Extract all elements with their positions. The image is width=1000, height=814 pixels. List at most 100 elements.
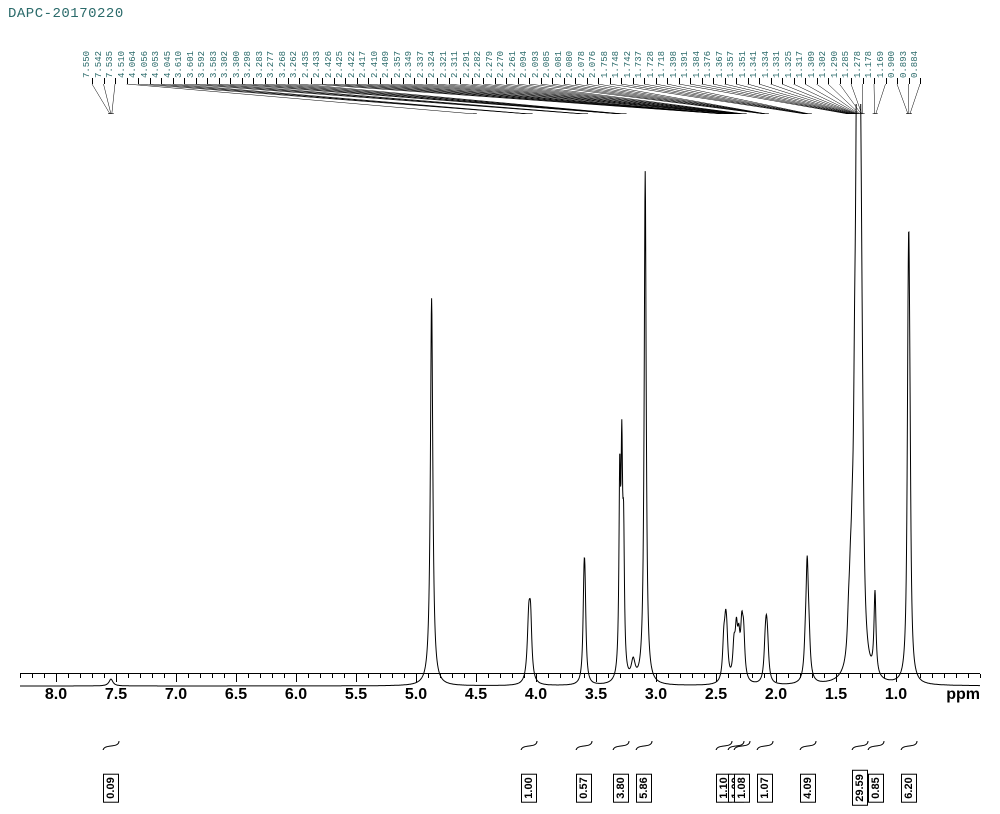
peak-label: 3.268 — [278, 51, 288, 78]
peak-label: 4.053 — [151, 51, 161, 78]
integration-value: 5.86 — [636, 773, 652, 802]
peak-label: 3.302 — [220, 51, 230, 78]
x-minor-tick — [884, 674, 885, 678]
x-minor-tick — [212, 674, 213, 678]
x-minor-tick — [404, 674, 405, 678]
x-minor-tick — [332, 674, 333, 678]
peak-label: 1.178 — [864, 51, 874, 78]
x-minor-tick — [308, 674, 309, 678]
peak-label: 1.728 — [646, 51, 656, 78]
x-minor-tick — [704, 674, 705, 678]
x-minor-tick — [584, 674, 585, 678]
x-minor-tick — [752, 674, 753, 678]
x-minor-tick — [860, 674, 861, 678]
peak-label: 7.550 — [82, 51, 92, 78]
peak-label: 1.278 — [853, 51, 863, 78]
peak-label: 3.298 — [243, 51, 253, 78]
x-minor-tick — [272, 674, 273, 678]
peak-label: 2.080 — [565, 51, 575, 78]
x-tick-label: 2.0 — [765, 686, 787, 704]
x-minor-tick — [224, 674, 225, 678]
peak-label: 2.094 — [519, 51, 529, 78]
integration-marker — [520, 740, 538, 750]
integration-marker — [733, 740, 751, 750]
x-minor-tick — [764, 674, 765, 678]
x-minor-tick — [320, 674, 321, 678]
x-minor-tick — [740, 674, 741, 678]
peak-label: 2.085 — [542, 51, 552, 78]
peak-label: 1.384 — [692, 51, 702, 78]
x-minor-tick — [512, 674, 513, 678]
x-tick-label: 3.5 — [585, 686, 607, 704]
integration-marker — [799, 740, 817, 750]
x-minor-tick — [452, 674, 453, 678]
x-tick — [656, 674, 657, 682]
x-minor-tick — [248, 674, 249, 678]
peak-label: 1.351 — [738, 51, 748, 78]
peak-label: 2.417 — [358, 51, 368, 78]
x-tick-label: 3.0 — [645, 686, 667, 704]
peak-label: 2.291 — [462, 51, 472, 78]
x-minor-tick — [524, 674, 525, 678]
peak-label: 2.261 — [508, 51, 518, 78]
x-minor-tick — [620, 674, 621, 678]
peak-label: 1.334 — [761, 51, 771, 78]
peak-label: 2.426 — [324, 51, 334, 78]
x-axis-ticks: 8.07.57.06.56.05.55.04.54.03.53.02.52.01… — [20, 674, 980, 719]
x-tick — [596, 674, 597, 682]
integration-value: 6.20 — [901, 773, 917, 802]
x-tick — [776, 674, 777, 682]
x-minor-tick — [152, 674, 153, 678]
x-minor-tick — [44, 674, 45, 678]
peak-label: 2.076 — [588, 51, 598, 78]
peak-label: 2.270 — [496, 51, 506, 78]
x-minor-tick — [608, 674, 609, 678]
peak-label: 3.283 — [255, 51, 265, 78]
integration-value: 3.80 — [613, 773, 629, 802]
peak-label: 0.884 — [910, 51, 920, 78]
peak-label: 3.592 — [197, 51, 207, 78]
x-minor-tick — [500, 674, 501, 678]
x-tick-label: 2.5 — [705, 686, 727, 704]
peak-label: 2.282 — [473, 51, 483, 78]
x-minor-tick — [92, 674, 93, 678]
x-tick-label: 5.0 — [405, 686, 427, 704]
x-tick — [236, 674, 237, 682]
x-tick-label: 1.0 — [885, 686, 907, 704]
integration-value: 29.59 — [852, 770, 868, 806]
peak-label: 4.056 — [140, 51, 150, 78]
nmr-spectrum-plot — [20, 104, 980, 704]
x-minor-tick — [944, 674, 945, 678]
integration-marker — [635, 740, 653, 750]
peak-label: 2.410 — [370, 51, 380, 78]
x-minor-tick — [440, 674, 441, 678]
x-minor-tick — [956, 674, 957, 678]
x-minor-tick — [20, 674, 21, 678]
peak-label: 4.510 — [117, 51, 127, 78]
x-tick — [716, 674, 717, 682]
peak-label: 2.422 — [347, 51, 357, 78]
x-minor-tick — [560, 674, 561, 678]
x-minor-tick — [260, 674, 261, 678]
x-tick-label: 8.0 — [45, 686, 67, 704]
peak-label: 2.409 — [381, 51, 391, 78]
integration-value: 4.09 — [800, 773, 816, 802]
peak-label: 2.311 — [450, 51, 460, 78]
x-minor-tick — [188, 674, 189, 678]
peak-label: 2.321 — [439, 51, 449, 78]
x-minor-tick — [80, 674, 81, 678]
x-minor-tick — [968, 674, 969, 678]
peak-labels-row: 7.5507.5427.5354.5104.0644.0564.0534.045… — [20, 18, 980, 78]
x-minor-tick — [632, 674, 633, 678]
x-tick — [416, 674, 417, 682]
x-minor-tick — [872, 674, 873, 678]
peak-label: 3.277 — [266, 51, 276, 78]
x-minor-tick — [368, 674, 369, 678]
peak-label: 2.357 — [393, 51, 403, 78]
peak-label: 1.302 — [818, 51, 828, 78]
x-minor-tick — [812, 674, 813, 678]
x-tick — [176, 674, 177, 682]
integration-marker — [612, 740, 630, 750]
peak-label: 2.324 — [427, 51, 437, 78]
x-minor-tick — [200, 674, 201, 678]
